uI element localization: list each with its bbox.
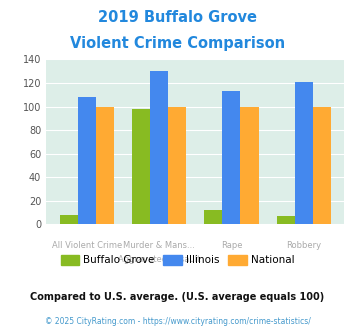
Bar <box>60 215 78 224</box>
Bar <box>204 210 222 224</box>
Bar <box>168 107 186 224</box>
Text: Aggravated Assault: Aggravated Assault <box>118 255 200 264</box>
Legend: Buffalo Grove, Illinois, National: Buffalo Grove, Illinois, National <box>56 251 299 270</box>
Text: Rape: Rape <box>221 241 242 250</box>
Bar <box>132 109 150 224</box>
Bar <box>222 91 240 224</box>
Bar <box>277 216 295 224</box>
Text: 2019 Buffalo Grove: 2019 Buffalo Grove <box>98 10 257 25</box>
Text: Violent Crime Comparison: Violent Crime Comparison <box>70 36 285 51</box>
Text: © 2025 CityRating.com - https://www.cityrating.com/crime-statistics/: © 2025 CityRating.com - https://www.city… <box>45 317 310 326</box>
Bar <box>150 71 168 224</box>
Text: Murder & Mans...: Murder & Mans... <box>123 241 195 250</box>
Bar <box>295 82 313 224</box>
Bar <box>313 107 331 224</box>
Bar <box>96 107 114 224</box>
Text: Compared to U.S. average. (U.S. average equals 100): Compared to U.S. average. (U.S. average … <box>31 292 324 302</box>
Text: All Violent Crime: All Violent Crime <box>52 241 122 250</box>
Text: Robbery: Robbery <box>286 241 321 250</box>
Bar <box>240 107 258 224</box>
Bar <box>78 97 96 224</box>
